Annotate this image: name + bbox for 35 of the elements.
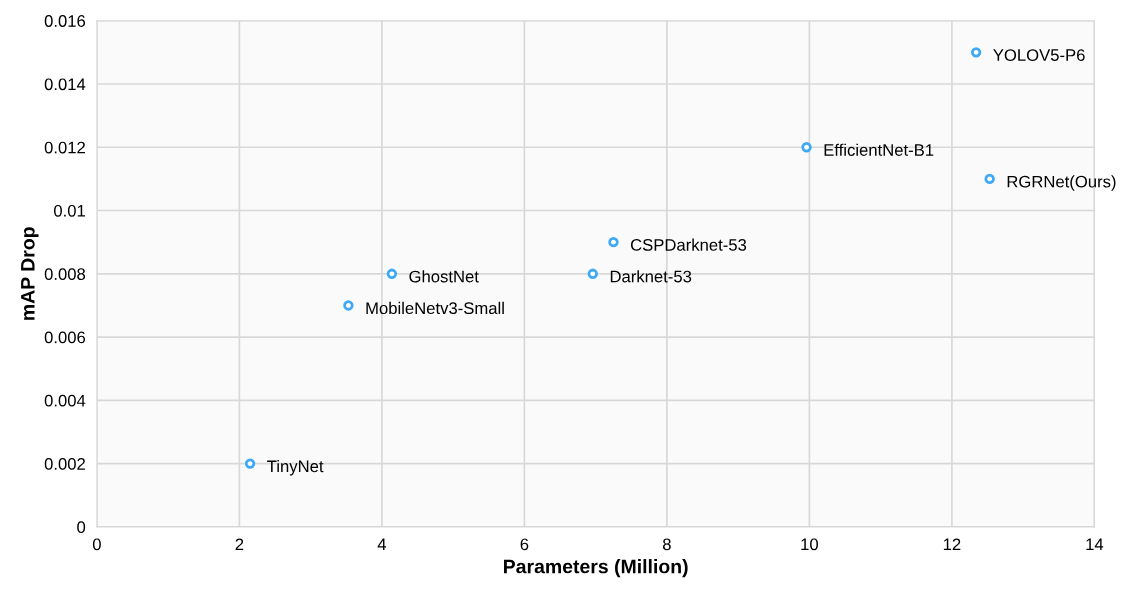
x-tick-label: 8 [662,538,671,551]
x-axis-title: Parameters (Million) [504,559,688,578]
point [970,47,982,58]
y-axis-title: mAP Drop [21,227,39,320]
y-tick-label: 0.012 [44,141,85,154]
x-tick-label: 0 [92,538,101,551]
annotation: MobileNetv3-Small [366,301,504,315]
point [386,268,398,279]
y-tick-label: 0.014 [44,78,86,91]
annotation: RGRNet(Ours) [1007,175,1116,191]
annotation: GhostNet [409,270,479,283]
point [608,236,619,248]
y-tick-label: 0.01 [54,204,85,217]
annotation: TinyNet [267,460,324,476]
x-tick-label: 6 [520,538,529,551]
annotation: YOLOV5-P6 [993,49,1085,61]
x-tick-label: 14 [1086,538,1104,551]
x-tick-label: 12 [943,538,961,551]
point [244,458,256,469]
x-tick-label: 2 [235,538,244,551]
annotation: EfficientNet-B1 [824,143,934,156]
y-tick-label: 0.016 [44,15,86,27]
x-tick-label: 4 [377,538,387,551]
y-tick-label: 0 [77,521,86,534]
point [801,142,812,153]
point [343,300,354,311]
point [587,268,598,279]
x-tick-label: 10 [801,538,819,551]
annotation: CSPDarknet-53 [630,238,747,251]
y-tick-label: 0.002 [44,458,85,470]
y-tick-label: 0.008 [44,268,86,280]
y-tick-label: 0.004 [44,394,86,407]
annotation: Darknet-53 [610,270,692,283]
y-tick-label: 0.006 [44,331,86,344]
point [984,173,995,185]
